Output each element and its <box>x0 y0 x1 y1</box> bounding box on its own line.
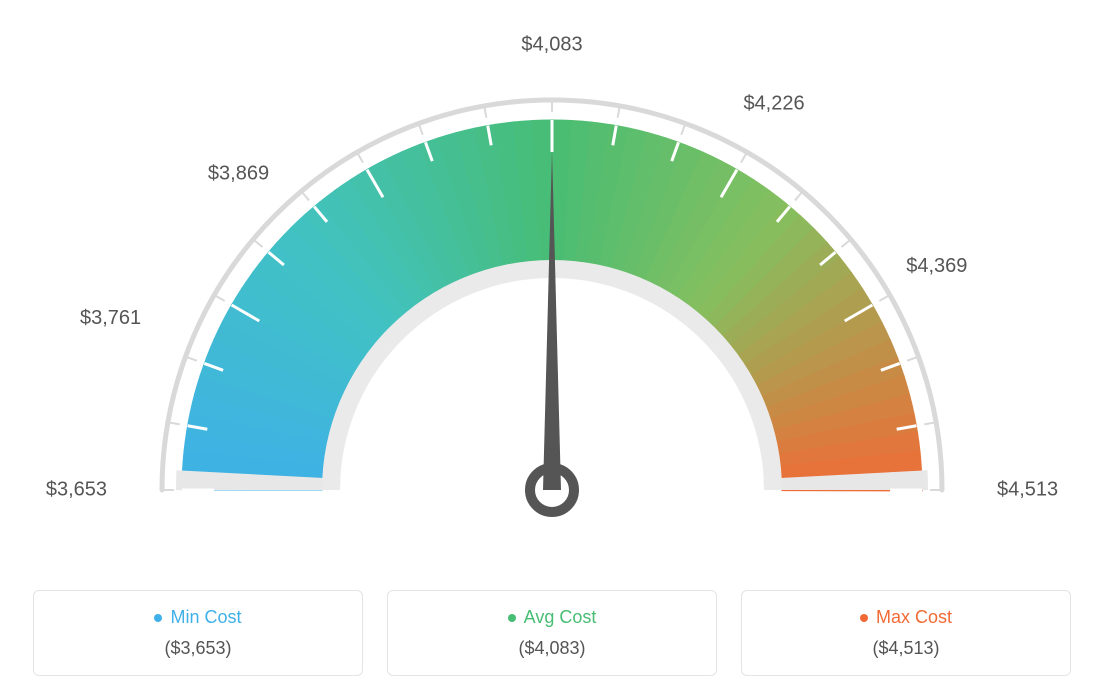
gauge-tick-label: $3,653 <box>46 478 107 500</box>
min-cost-value: ($3,653) <box>54 638 342 659</box>
max-cost-label: Max Cost <box>876 607 952 628</box>
gauge-tick-label: $4,369 <box>906 255 967 277</box>
avg-cost-card: Avg Cost ($4,083) <box>387 590 717 676</box>
avg-cost-title: Avg Cost <box>508 607 597 628</box>
min-cost-title: Min Cost <box>154 607 241 628</box>
max-cost-title: Max Cost <box>860 607 952 628</box>
avg-cost-label: Avg Cost <box>524 607 597 628</box>
min-cost-label: Min Cost <box>170 607 241 628</box>
gauge-tick-label: $3,761 <box>80 307 141 329</box>
max-cost-value: ($4,513) <box>762 638 1050 659</box>
gauge-tick-label: $4,083 <box>521 33 582 55</box>
max-cost-card: Max Cost ($4,513) <box>741 590 1071 676</box>
gauge-svg: $3,653 $3,761 $3,869 $4,083 $4,226 $4,369 $4,5… <box>22 20 1082 560</box>
gauge-tick-label: $3,869 <box>208 162 269 184</box>
avg-cost-value: ($4,083) <box>408 638 696 659</box>
avg-dot-icon <box>508 614 516 622</box>
gauge-tick-label: $4,513 <box>997 478 1058 500</box>
gauge-chart: $3,653 $3,761 $3,869 $4,083 $4,226 $4,369 $4,5… <box>22 20 1082 560</box>
summary-row: Min Cost ($3,653) Avg Cost ($4,083) Max … <box>20 590 1084 676</box>
max-dot-icon <box>860 614 868 622</box>
min-cost-card: Min Cost ($3,653) <box>33 590 363 676</box>
min-dot-icon <box>154 614 162 622</box>
gauge-tick-label: $4,226 <box>743 93 804 115</box>
